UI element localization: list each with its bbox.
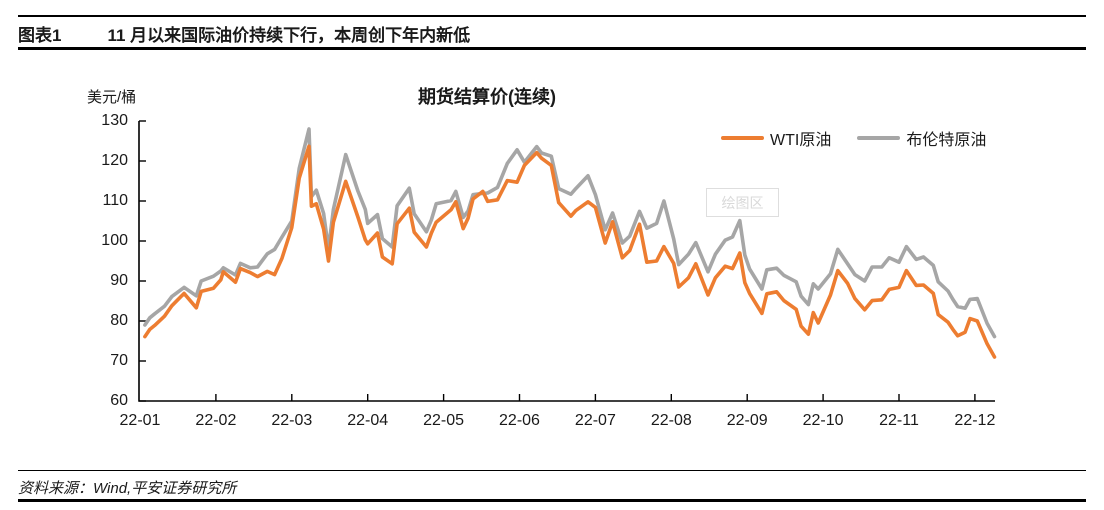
y-tick-label: 70: [110, 352, 128, 369]
legend-item-brent: 布伦特原油: [857, 126, 986, 150]
y-tick-label: 130: [101, 112, 128, 129]
legend-label-brent: 布伦特原油: [906, 132, 987, 149]
y-tick-label: 110: [102, 192, 128, 209]
chart-legend: WTI原油 布伦特原油: [721, 126, 986, 150]
y-tick-label: 120: [101, 152, 128, 169]
header-bottom-rule: [18, 47, 1086, 50]
figure-label: 图表1: [18, 26, 62, 45]
brent-price-line: [143, 127, 997, 339]
header-top-rule: [18, 15, 1086, 17]
brent-line-swatch: [857, 135, 901, 141]
legend-label-wti: WTI原油: [770, 132, 832, 149]
x-tick-label: 22-09: [726, 412, 768, 429]
x-tick-label: 22-01: [119, 412, 161, 429]
legend-item-wti: WTI原油: [721, 126, 831, 150]
x-tick-label: 22-07: [574, 412, 616, 429]
x-tick-label: 22-02: [195, 412, 237, 429]
x-tick-label: 22-12: [954, 412, 996, 429]
footer-bottom-rule: [18, 499, 1086, 502]
x-tick-label: 22-11: [879, 412, 919, 429]
y-tick-label: 90: [110, 272, 128, 289]
x-tick-label: 22-08: [650, 412, 692, 429]
chart-title: 期货结算价(连续): [418, 87, 556, 107]
y-tick-label: 100: [101, 232, 128, 249]
source-note: 资料来源：Wind,平安证券研究所: [18, 480, 237, 497]
figure-title: 11 月以来国际油价持续下行，本周创下年内新低: [107, 26, 471, 45]
x-tick-label: 22-06: [499, 412, 540, 429]
y-tick-label: 60: [110, 392, 128, 409]
x-tick-label: 22-04: [347, 412, 389, 429]
footer-top-rule: [18, 470, 1086, 472]
x-tick-label: 22-05: [423, 412, 465, 429]
x-tick-label: 22-03: [271, 412, 313, 429]
wti-price-line: [143, 144, 997, 359]
figure-header: 图表1 11 月以来国际油价持续下行，本周创下年内新低: [18, 21, 470, 46]
x-tick-label: 22-10: [802, 412, 844, 429]
y-axis-unit-label: 美元/桶: [87, 89, 137, 106]
y-tick-label: 80: [110, 312, 128, 329]
plot-area-watermark: 绘图区: [706, 188, 779, 217]
wti-line-swatch: [721, 135, 764, 141]
axes: [138, 121, 995, 402]
